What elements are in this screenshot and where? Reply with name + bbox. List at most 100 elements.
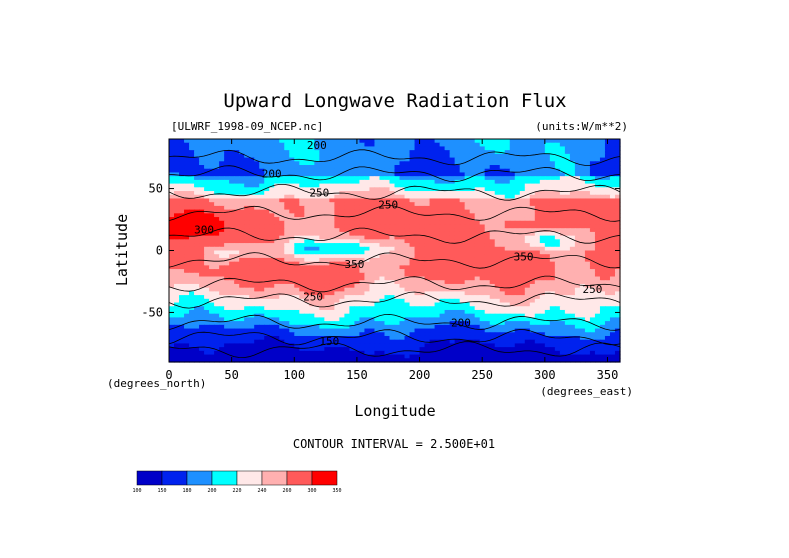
field-cell — [484, 328, 491, 333]
field-cell — [554, 302, 561, 307]
field-cell — [464, 239, 471, 244]
field-cell — [544, 313, 551, 318]
field-cell — [444, 183, 451, 188]
field-cell — [279, 302, 285, 307]
field-cell — [169, 187, 175, 192]
field-cell — [329, 235, 335, 240]
field-cell — [424, 209, 431, 214]
field-cell — [479, 295, 486, 300]
field-cell — [419, 283, 426, 289]
field-cell — [324, 153, 330, 159]
field-cell — [614, 209, 621, 214]
field-cell — [309, 343, 315, 348]
field-cell — [604, 335, 611, 341]
field-cell — [219, 179, 225, 185]
field-cell — [239, 243, 245, 248]
field-cell — [594, 157, 601, 162]
field-cell — [429, 287, 436, 292]
field-cell — [404, 187, 411, 192]
field-cell — [194, 291, 200, 296]
field-cell — [339, 142, 345, 148]
field-cell — [494, 302, 501, 307]
field-cell — [379, 231, 386, 237]
field-cell — [364, 161, 371, 166]
field-cell — [479, 287, 486, 292]
field-cell — [264, 298, 270, 304]
field-cell — [214, 165, 220, 170]
field-cell — [254, 276, 260, 281]
field-cell — [519, 161, 526, 166]
field-cell — [554, 246, 561, 252]
field-cell — [379, 191, 386, 196]
field-cell — [389, 246, 396, 252]
field-cell — [464, 187, 471, 192]
field-cell — [379, 298, 386, 304]
field-cell — [604, 217, 611, 222]
field-cell — [574, 220, 581, 226]
field-cell — [569, 228, 576, 233]
field-cell — [404, 139, 411, 144]
field-cell — [324, 194, 330, 200]
field-cell — [539, 339, 546, 345]
field-cell — [609, 202, 616, 207]
field-cell — [504, 243, 511, 248]
field-cell — [354, 269, 361, 274]
field-cell — [324, 157, 330, 162]
field-cell — [394, 295, 401, 300]
field-cell — [499, 235, 506, 240]
field-cell — [464, 261, 471, 266]
field-cell — [469, 194, 476, 200]
field-cell — [569, 283, 576, 289]
field-cell — [389, 142, 396, 148]
field-cell — [589, 165, 596, 170]
field-cell — [524, 309, 531, 315]
field-cell — [219, 280, 225, 285]
field-cell — [564, 179, 571, 185]
field-cell — [599, 235, 606, 240]
field-cell — [404, 287, 411, 292]
field-cell — [479, 142, 486, 148]
field-cell — [534, 302, 541, 307]
field-cell — [199, 283, 205, 289]
field-cell — [334, 179, 340, 185]
field-cell — [564, 176, 571, 181]
field-cell — [604, 306, 611, 311]
field-cell — [214, 179, 220, 185]
field-cell — [609, 179, 616, 185]
field-cell — [339, 302, 345, 307]
field-cell — [509, 239, 516, 244]
field-cell — [609, 231, 616, 237]
field-cell — [204, 168, 210, 174]
field-cell — [289, 198, 295, 203]
field-cell — [274, 194, 280, 200]
field-cell — [389, 202, 396, 207]
field-cell — [169, 239, 175, 244]
field-cell — [199, 205, 205, 211]
field-cell — [294, 228, 300, 233]
field-cell — [414, 191, 421, 196]
field-cell — [264, 313, 270, 318]
field-cell — [544, 172, 551, 177]
field-cell — [409, 165, 416, 170]
field-cell — [199, 343, 205, 348]
field-cell — [319, 187, 325, 192]
field-cell — [469, 324, 476, 330]
field-cell — [344, 235, 350, 240]
field-cell — [584, 220, 591, 226]
field-cell — [264, 269, 270, 274]
field-cell — [219, 228, 225, 233]
field-cell — [549, 261, 556, 266]
field-cell — [199, 339, 205, 345]
field-cell — [429, 269, 436, 274]
field-cell — [559, 261, 566, 266]
field-cell — [344, 254, 350, 259]
field-cell — [264, 194, 270, 200]
field-cell — [384, 165, 391, 170]
field-cell — [259, 324, 265, 330]
field-cell — [254, 295, 260, 300]
field-cell — [199, 191, 205, 196]
field-cell — [534, 335, 541, 341]
field-cell — [339, 209, 345, 214]
field-cell — [334, 280, 340, 285]
field-cell — [319, 287, 325, 292]
